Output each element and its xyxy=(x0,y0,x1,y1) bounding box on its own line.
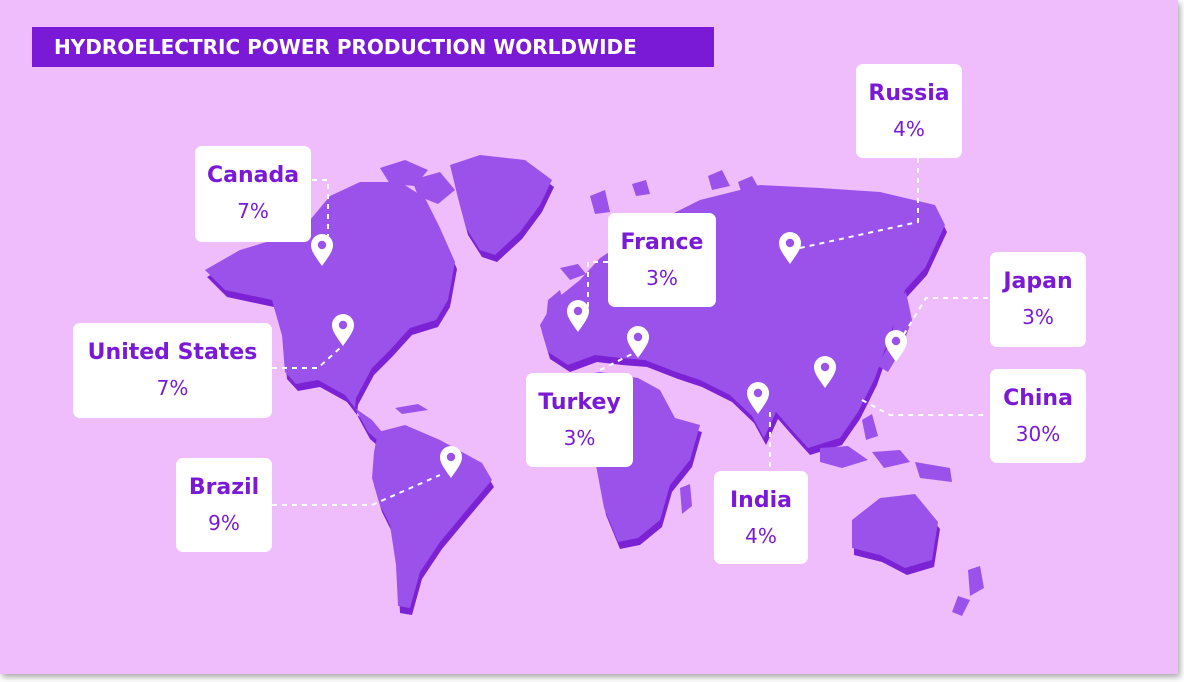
connector-lines xyxy=(272,158,988,506)
country-name: Brazil xyxy=(188,475,260,500)
country-name: United States xyxy=(87,340,258,365)
card-turkey[interactable]: Turkey 3% xyxy=(526,373,633,467)
country-name: India xyxy=(730,488,792,513)
share-value: 9% xyxy=(208,511,240,535)
connector-japan xyxy=(903,297,988,335)
connector-russia xyxy=(799,158,919,249)
connector-brazil xyxy=(272,474,441,506)
share-value: 4% xyxy=(745,524,777,548)
share-value: 3% xyxy=(1022,305,1054,329)
card-united-states[interactable]: United States 7% xyxy=(73,323,272,418)
country-name: Canada xyxy=(206,163,300,188)
card-russia[interactable]: Russia 4% xyxy=(856,64,962,158)
card-china[interactable]: China 30% xyxy=(990,369,1086,463)
share-value: 7% xyxy=(237,199,269,223)
share-value: 4% xyxy=(893,117,925,141)
share-value: 7% xyxy=(156,376,189,400)
card-brazil[interactable]: Brazil 9% xyxy=(176,458,272,552)
share-value: 3% xyxy=(563,426,596,450)
connector-canada xyxy=(312,179,329,236)
country-name: Russia xyxy=(868,81,950,106)
card-canada[interactable]: Canada 7% xyxy=(195,146,311,242)
connector-china xyxy=(861,399,988,416)
card-japan[interactable]: Japan 3% xyxy=(990,252,1086,347)
page-title: HYDROELECTRIC POWER PRODUCTION WORLDWIDE xyxy=(32,27,714,67)
country-name: France xyxy=(620,230,704,255)
connector-france xyxy=(587,261,608,312)
country-name: Japan xyxy=(1003,269,1073,294)
share-value: 3% xyxy=(646,266,678,290)
country-name: Turkey xyxy=(538,390,621,415)
country-name: China xyxy=(1003,386,1073,411)
share-value: 30% xyxy=(1015,422,1061,446)
card-france[interactable]: France 3% xyxy=(608,213,716,307)
card-india[interactable]: India 4% xyxy=(714,471,808,564)
